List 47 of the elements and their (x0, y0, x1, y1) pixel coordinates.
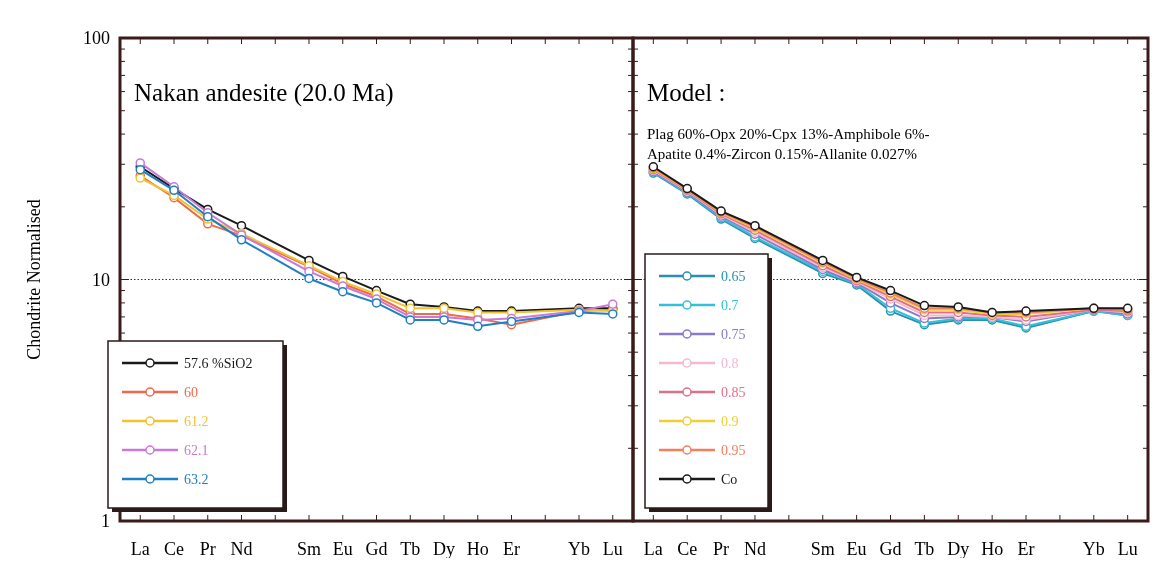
legend-label: 57.6 %SiO2 (184, 355, 253, 371)
annotation: Apatite 0.4%-Zircon 0.15%-Allanite 0.027% (647, 146, 917, 162)
legend-label: 0.9 (721, 413, 739, 429)
y-tick-label: 1 (101, 511, 110, 532)
x-tick-label: Gd (365, 539, 388, 559)
y-tick-label: 10 (92, 269, 110, 290)
x-tick-label: La (130, 539, 150, 559)
x-tick-label: Sm (810, 539, 835, 559)
x-tick-label: Ho (981, 539, 1004, 559)
x-tick-label: Dy (433, 539, 455, 559)
x-tick-label: Eu (846, 539, 867, 559)
x-tick-label: Nd (230, 539, 253, 559)
y-axis-title: Chondrite Normalised (24, 199, 44, 360)
legend-label: 62.1 (184, 442, 209, 458)
x-tick-label: Er (503, 539, 520, 559)
y-tick-label: 100 (83, 28, 110, 49)
annotation: Plag 60%-Opx 20%-Cpx 13%-Amphibole 6%- (647, 126, 930, 142)
x-tick-label: Pr (713, 539, 730, 559)
x-tick-label: Pr (199, 539, 216, 559)
legend-label: 0.7 (721, 297, 739, 313)
legend-label: 63.2 (184, 471, 209, 487)
x-tick-label: Gd (879, 539, 902, 559)
x-tick-label: Tb (400, 539, 421, 559)
legend-label: 61.2 (184, 413, 209, 429)
legend-label: 0.85 (721, 384, 746, 400)
x-tick-label: Ce (164, 539, 185, 559)
x-tick-label: Ce (677, 539, 698, 559)
legend-label: 0.75 (721, 326, 746, 342)
x-tick-label: Dy (947, 539, 970, 559)
text: Model : (647, 79, 726, 106)
x-tick-label: Nd (743, 539, 766, 559)
legend-label: 0.95 (721, 442, 746, 458)
x-tick-label: Yb (568, 539, 590, 559)
x-tick-label: Er (1017, 539, 1035, 559)
legend-label: 0.65 (721, 268, 746, 284)
x-tick-label: Yb (1082, 539, 1105, 559)
legend-label: 60 (184, 384, 198, 400)
x-tick-label: Eu (332, 539, 353, 559)
x-tick-label: Sm (296, 539, 322, 559)
x-tick-label: Ho (466, 539, 489, 559)
x-tick-label: Tb (914, 539, 935, 559)
x-tick-label: Lu (602, 539, 623, 559)
x-tick-label: Lu (1117, 539, 1138, 559)
legend-label: Co (721, 471, 738, 487)
text: Nakan andesite (20.0 Ma) (134, 79, 394, 107)
x-tick-label: La (643, 539, 663, 559)
legend-label: 0.8 (721, 355, 739, 371)
